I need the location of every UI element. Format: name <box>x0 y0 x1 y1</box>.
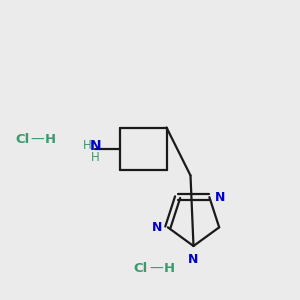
Text: H: H <box>91 151 100 164</box>
Text: Cl: Cl <box>15 133 30 146</box>
Text: —: — <box>31 133 44 146</box>
Text: N: N <box>188 253 199 266</box>
Text: N: N <box>152 221 162 234</box>
Text: Cl: Cl <box>134 262 148 275</box>
Text: N: N <box>90 139 101 153</box>
Text: —: — <box>149 262 163 275</box>
Text: N: N <box>215 191 226 204</box>
Text: H: H <box>45 133 56 146</box>
Text: H: H <box>83 139 92 152</box>
Text: H: H <box>163 262 175 275</box>
